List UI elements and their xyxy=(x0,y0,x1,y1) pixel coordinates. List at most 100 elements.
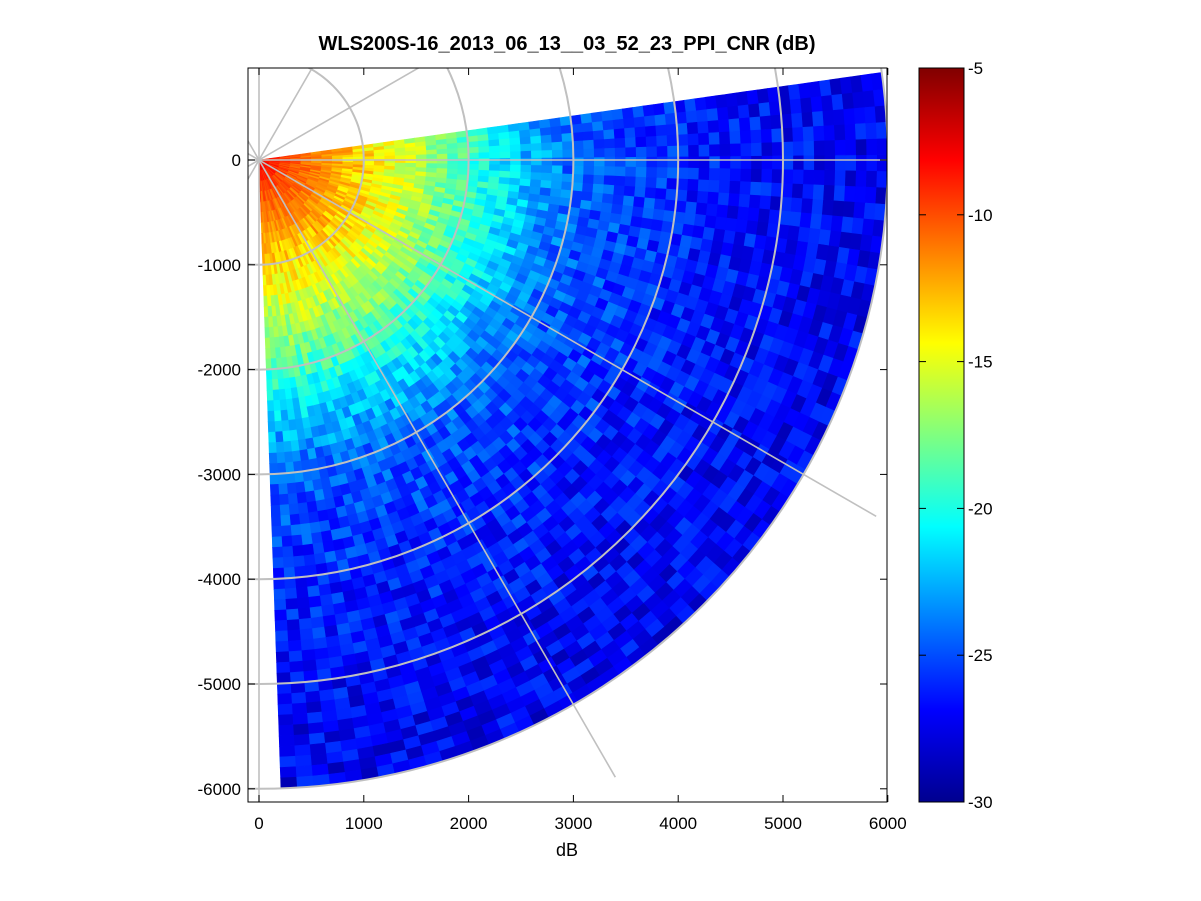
heatmap-cell xyxy=(499,157,511,165)
heatmap-cell xyxy=(572,173,584,184)
heatmap-cell xyxy=(803,169,815,185)
heatmap-cell xyxy=(787,83,801,100)
heatmap-cell xyxy=(761,141,773,156)
x-tick-label: 0 xyxy=(254,814,263,833)
heatmap-cell xyxy=(281,525,293,537)
heatmap-cell xyxy=(834,154,847,171)
heatmap-cell xyxy=(540,179,553,189)
heatmap-cell xyxy=(591,120,604,132)
heatmap-cell xyxy=(571,181,584,192)
heatmap-cell xyxy=(309,605,324,619)
heatmap-cell xyxy=(550,180,563,190)
heatmap-cell xyxy=(279,493,290,506)
heatmap-cell xyxy=(275,640,290,653)
heatmap-cell xyxy=(456,173,469,181)
heatmap-cell xyxy=(278,714,294,726)
heatmap-cell xyxy=(603,128,616,140)
heatmap-cell xyxy=(593,147,606,158)
heatmap-cell xyxy=(698,167,710,181)
heatmap-cell xyxy=(677,166,689,180)
heatmap-cell xyxy=(573,156,585,167)
heatmap-cell xyxy=(282,556,295,569)
heatmap-cell xyxy=(642,104,656,117)
heatmap-cell xyxy=(812,183,825,200)
heatmap-cell xyxy=(541,164,553,174)
heatmap-cell xyxy=(384,161,396,167)
heatmap-cell xyxy=(759,194,772,210)
heatmap-cell xyxy=(809,212,823,230)
heatmap-cell xyxy=(644,186,657,199)
heatmap-cell xyxy=(394,154,407,160)
heatmap-cell xyxy=(562,164,574,175)
heatmap-cell xyxy=(301,649,317,662)
heatmap-cell xyxy=(283,566,296,579)
heatmap-cell xyxy=(802,183,815,200)
heatmap-cell xyxy=(600,201,614,214)
heatmap-cell xyxy=(695,108,709,122)
heatmap-cell xyxy=(551,172,563,182)
heatmap-cell xyxy=(310,616,325,629)
heatmap-cell xyxy=(265,368,273,381)
heatmap-cell xyxy=(614,165,627,177)
heatmap-cell xyxy=(653,102,666,116)
heatmap-cell xyxy=(696,190,709,204)
heatmap-cell xyxy=(499,144,511,152)
heatmap-cell xyxy=(729,180,741,194)
heatmap-cell xyxy=(457,157,469,165)
heatmap-cell xyxy=(823,184,836,201)
heatmap-cell xyxy=(750,168,763,183)
heatmap-cell xyxy=(792,140,805,156)
heatmap-cell xyxy=(308,595,323,609)
x-axis-label: dB xyxy=(556,840,578,860)
heatmap-cell xyxy=(288,650,304,663)
heatmap-cell xyxy=(841,92,855,110)
y-tick-label: 0 xyxy=(232,151,241,170)
heatmap-cell xyxy=(530,142,543,151)
heatmap-cell xyxy=(820,94,834,112)
heatmap-cell xyxy=(813,169,826,186)
heatmap-cell xyxy=(468,151,480,159)
heatmap-cell xyxy=(311,531,324,545)
heatmap-cell xyxy=(748,102,761,118)
heatmap-cell xyxy=(740,142,752,157)
heatmap-cell xyxy=(276,682,292,695)
heatmap-cell xyxy=(823,124,836,141)
heatmap-cell xyxy=(792,168,805,185)
heatmap-cell xyxy=(580,112,593,124)
heatmap-cell xyxy=(277,693,293,705)
heatmap-cell xyxy=(291,534,304,547)
heatmap-cell xyxy=(282,545,295,558)
heatmap-cell xyxy=(756,220,770,237)
heatmap-cell xyxy=(582,173,595,184)
heatmap-cell xyxy=(285,461,295,474)
heatmap-cell xyxy=(729,142,742,157)
heatmap-cell xyxy=(760,128,773,143)
heatmap-cell xyxy=(552,156,564,166)
heatmap-cell xyxy=(300,522,312,536)
heatmap-cell xyxy=(876,137,887,155)
heatmap-cell xyxy=(267,400,275,412)
heatmap-cell xyxy=(280,514,292,527)
heatmap-cell xyxy=(751,155,763,170)
heatmap-cell xyxy=(855,138,868,156)
heatmap-cell xyxy=(314,552,327,566)
heatmap-cell xyxy=(803,154,815,171)
heatmap-cell xyxy=(581,190,594,202)
heatmap-cell xyxy=(646,166,658,178)
heatmap-cell xyxy=(666,177,679,190)
heatmap-cell xyxy=(541,157,553,166)
heatmap-cell xyxy=(611,203,624,215)
heatmap-cell xyxy=(709,155,721,169)
heatmap-cell xyxy=(725,92,739,107)
heatmap-cell xyxy=(740,168,752,182)
heatmap-cell xyxy=(632,105,645,118)
heatmap-cell xyxy=(704,214,718,229)
heatmap-cell xyxy=(550,133,563,143)
heatmap-cell xyxy=(319,688,336,702)
heatmap-cell xyxy=(801,197,814,214)
heatmap-cell xyxy=(832,199,845,217)
heatmap-cell xyxy=(655,177,668,189)
heatmap-cell xyxy=(436,158,448,164)
heatmap-cell xyxy=(301,533,314,546)
heatmap-cell xyxy=(457,152,469,159)
